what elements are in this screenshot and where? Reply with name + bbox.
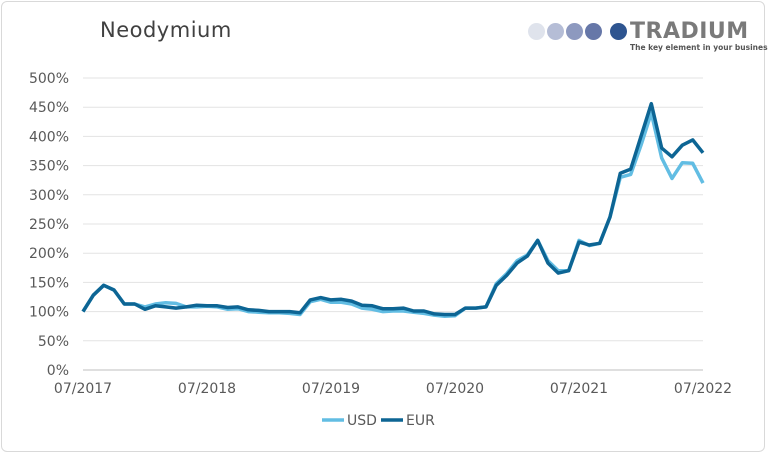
series-line-eur (81, 101, 705, 317)
logo-dot-1 (528, 23, 545, 40)
y-tick-label: 250% (29, 217, 69, 233)
chart-title: Neodymium (100, 18, 232, 42)
y-tick-label: 500% (29, 71, 69, 87)
logo-brand: TRADIUM (630, 19, 749, 44)
y-tick-label: 150% (29, 275, 69, 291)
x-tick-label: 07/2021 (550, 381, 608, 397)
x-tick-label: 07/2019 (302, 381, 360, 397)
tradium-logo: TRADIUM The key element in your business (528, 19, 768, 60)
x-tick-label: 07/2022 (674, 381, 732, 397)
y-tick-label: 200% (29, 246, 69, 262)
y-tick-label: 50% (38, 334, 69, 350)
y-tick-label: 450% (29, 100, 69, 116)
x-tick-label: 07/2020 (426, 381, 484, 397)
x-tick-label: 07/2017 (54, 381, 112, 397)
y-tick-label: 100% (29, 305, 69, 321)
logo-dot-2 (547, 23, 564, 40)
logo-tagline: The key element in your business (630, 43, 768, 52)
y-tick-label: 400% (29, 129, 69, 145)
y-tick-label: 350% (29, 159, 69, 175)
logo-dot-5 (610, 23, 627, 40)
legend-label-eur: EUR (406, 413, 435, 429)
y-tick-label: 0% (47, 363, 69, 379)
x-tick-label: 07/2018 (178, 381, 236, 397)
y-tick-label: 300% (29, 188, 69, 204)
logo-dot-3 (566, 23, 583, 40)
legend-label-usd: USD (347, 413, 377, 429)
logo-dot-4 (585, 23, 602, 40)
